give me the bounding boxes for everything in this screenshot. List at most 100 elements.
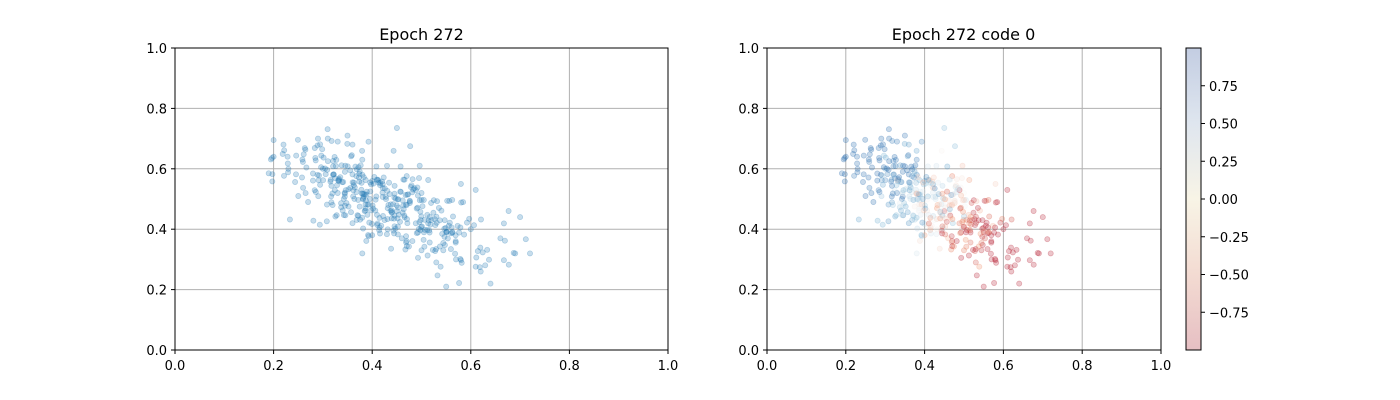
scatter-point	[471, 222, 477, 229]
scatter-point	[270, 137, 277, 144]
scatter-point	[952, 184, 959, 190]
scatter-point	[889, 199, 895, 206]
colorbar-tick-label: −0.75	[1209, 306, 1249, 321]
scatter-point	[1035, 250, 1042, 257]
scatter-point	[369, 220, 375, 227]
scatter-point	[322, 171, 329, 178]
scatter-point	[292, 179, 299, 185]
scatter-point	[945, 209, 952, 216]
scatter-point	[992, 224, 999, 231]
scatter-point	[938, 227, 945, 234]
scatter-point	[936, 201, 943, 208]
scatter-point	[980, 225, 987, 231]
scatter-panel-right: Epoch 272 code 0 0.0 0.2 0.4 0.6 0.8 1.00.00.…	[738, 25, 1171, 374]
scatter-point	[417, 227, 424, 234]
scatter-point	[927, 227, 934, 234]
scatter-point	[854, 169, 861, 176]
scatter-point	[880, 141, 886, 148]
scatter-point	[284, 153, 291, 160]
scatter-point	[384, 205, 391, 212]
scatter-point	[441, 225, 448, 232]
scatter-point	[285, 169, 292, 176]
scatter-point	[312, 157, 319, 164]
scatter-point	[868, 190, 875, 197]
scatter-point	[421, 243, 428, 250]
scatter-point	[968, 221, 975, 228]
scatter-point	[295, 193, 302, 199]
scatter-point	[878, 177, 885, 184]
scatter-point	[932, 193, 939, 200]
scatter-point	[359, 156, 366, 163]
scatter-point	[315, 135, 321, 142]
scatter-point	[916, 205, 923, 212]
scatter-point	[464, 219, 470, 226]
scatter-point	[933, 216, 940, 223]
scatter-point	[424, 226, 431, 233]
scatter-point	[889, 182, 895, 189]
scatter-point	[413, 205, 420, 212]
scatter-point	[862, 136, 869, 143]
scatter-point	[911, 203, 918, 210]
scatter-point	[913, 179, 920, 186]
scatter-point	[1009, 249, 1016, 256]
scatter-point	[930, 181, 936, 188]
scatter-point	[948, 192, 955, 198]
y-tick-label: 0.0	[738, 344, 759, 359]
scatter-point	[865, 174, 872, 181]
scatter-point	[338, 162, 345, 169]
y-tick-label: 0.6	[738, 163, 759, 178]
scatter-point	[454, 222, 461, 229]
scatter-point	[457, 180, 464, 187]
scatter-point	[335, 178, 342, 185]
scatter-point	[888, 193, 895, 200]
scatter-point	[917, 201, 924, 208]
scatter-point	[404, 220, 411, 227]
scatter-point	[421, 226, 428, 233]
scatter-point	[437, 263, 444, 270]
scatter-point	[933, 231, 940, 238]
scatter-point	[365, 232, 372, 239]
scatter-point	[358, 190, 365, 197]
scatter-point	[967, 214, 974, 220]
scatter-point	[460, 199, 467, 206]
scatter-point	[280, 141, 287, 148]
scatter-point	[890, 171, 897, 178]
scatter-point	[1004, 254, 1011, 261]
scatter-point	[327, 176, 334, 183]
scatter-point	[911, 174, 917, 181]
scatter-point	[913, 156, 920, 163]
scatter-point	[324, 158, 331, 165]
scatter-point	[981, 228, 988, 235]
scatter-point	[918, 233, 925, 240]
scatter-point	[978, 247, 985, 254]
scatter-point	[924, 163, 931, 170]
scatter-point	[406, 197, 413, 204]
scatter-point	[877, 142, 884, 149]
scatter-point	[390, 201, 397, 208]
scatter-point	[386, 191, 393, 198]
scatter-point	[350, 187, 357, 194]
scatter-point	[939, 223, 946, 230]
scatter-point	[992, 256, 998, 262]
scatter-point	[447, 246, 454, 253]
scatter-point	[892, 163, 899, 169]
scatter-point	[354, 212, 361, 219]
scatter-point	[348, 209, 354, 216]
scatter-point	[922, 205, 929, 212]
ticks-left: 0.0 0.2 0.4 0.6 0.8 1.0 0.0 0.2 0.4 0.6 0.8 1.0	[146, 42, 678, 374]
scatter-point	[328, 137, 335, 144]
scatter-point	[986, 213, 993, 220]
scatter-point	[951, 197, 958, 204]
scatter-point	[994, 199, 1001, 206]
scatter-point	[876, 157, 883, 164]
scatter-point	[1003, 222, 1009, 229]
scatter-point	[319, 146, 326, 153]
scatter-point	[348, 152, 355, 159]
scatter-point	[938, 201, 945, 208]
scatter-point	[420, 236, 427, 243]
scatter-point	[390, 147, 397, 154]
scatter-point	[324, 201, 330, 208]
scatter-point	[952, 143, 958, 150]
scatter-point	[995, 231, 1001, 238]
scatter-point	[1026, 257, 1033, 264]
